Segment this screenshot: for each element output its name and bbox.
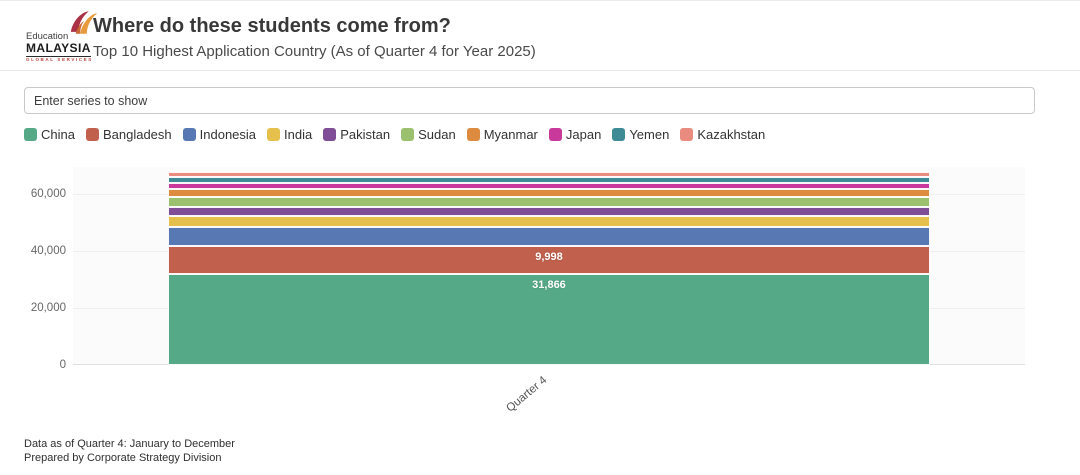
legend-marker-indonesia: [182, 127, 196, 141]
header-divider: [0, 70, 1080, 71]
legend-marker-yemen: [612, 127, 626, 141]
bar-segment-india[interactable]: [168, 216, 930, 227]
legend-label-japan: Japan: [565, 126, 602, 142]
legend-marker-kazakhstan: [680, 127, 694, 141]
legend-marker-bangladesh: [85, 127, 99, 141]
legend-marker-india: [267, 127, 281, 141]
legend-label-indonesia: Indonesia: [199, 126, 257, 142]
x-tick-quarter-4: Quarter 4: [504, 374, 550, 415]
bar-segment-bangladesh[interactable]: [168, 245, 930, 275]
legend-marker-sudan: [401, 127, 415, 141]
bar-segment-yemen[interactable]: [168, 177, 930, 183]
bar-segment-kazakhstan[interactable]: [168, 171, 930, 178]
legend-marker-myanmar: [466, 127, 480, 141]
legend-item-kazakhstan[interactable]: Kazakhstan: [680, 127, 765, 142]
header: Education MALAYSIA GLOBAL SERVICES Where…: [24, 9, 1056, 65]
legend-marker-china: [24, 127, 37, 141]
legend-label-india: India: [284, 126, 313, 142]
legend-label-myanmar: Myanmar: [483, 126, 538, 142]
footer-note-data-as-of: Data as of Quarter 4: January to Decembe…: [24, 438, 235, 450]
bar-segment-china[interactable]: [168, 274, 930, 365]
footer-note-prepared-by: Prepared by Corporate Strategy Division: [24, 452, 222, 464]
legend-label-kazakhstan: Kazakhstan: [697, 126, 766, 142]
legend-item-bangladesh[interactable]: Bangladesh: [85, 126, 172, 142]
legend-item-yemen[interactable]: Yemen: [612, 127, 669, 142]
legend-label-china: China: [41, 126, 75, 142]
bar-segment-myanmar[interactable]: [168, 188, 930, 198]
legend-item-myanmar[interactable]: Myanmar: [466, 126, 538, 142]
y-tick-label-0: 0: [59, 359, 66, 371]
legend-item-sudan[interactable]: Sudan: [401, 127, 456, 142]
bar-segment-indonesia[interactable]: [168, 226, 930, 246]
logo-text-global-services: GLOBAL SERVICES: [26, 57, 93, 62]
legend-item-indonesia[interactable]: Indonesia: [182, 126, 257, 142]
chart-legend: China Bangladesh Indonesia India Pakistan Sud…: [24, 125, 1056, 143]
legend-label-bangladesh: Bangladesh: [102, 126, 172, 142]
bar-segment-sudan[interactable]: [168, 197, 930, 207]
y-tick-label-2: 40,000: [30, 245, 66, 258]
page-subtitle: Top 10 Highest Application Country (As o…: [93, 43, 536, 60]
series-filter-input[interactable]: [24, 87, 1035, 114]
bar-segment-japan[interactable]: [168, 182, 930, 189]
bar-segment-pakistan[interactable]: [168, 206, 930, 217]
legend-item-pakistan[interactable]: Pakistan: [323, 127, 390, 142]
page-title: Where do these students come from?: [93, 15, 451, 37]
y-tick-label-1: 20,000: [30, 302, 66, 315]
legend-label-sudan: Sudan: [418, 126, 456, 142]
legend-marker-japan: [548, 127, 562, 141]
legend-label-pakistan: Pakistan: [340, 126, 391, 142]
legend-label-yemen: Yemen: [629, 126, 670, 142]
plot-area: 31,866 9,998: [73, 167, 1025, 365]
legend-marker-pakistan: [323, 127, 337, 141]
y-tick-label-3: 60,000: [30, 188, 66, 201]
legend-item-japan[interactable]: Japan: [548, 126, 602, 142]
legend-item-india[interactable]: India: [267, 127, 312, 142]
logo-text-education: Education: [26, 31, 69, 42]
legend-item-china[interactable]: China: [24, 127, 75, 142]
education-malaysia-logo: Education MALAYSIA GLOBAL SERVICES: [24, 11, 98, 63]
logo-text-malaysia: MALAYSIA: [26, 41, 91, 57]
emgs-swoosh-icon: [70, 11, 98, 34]
